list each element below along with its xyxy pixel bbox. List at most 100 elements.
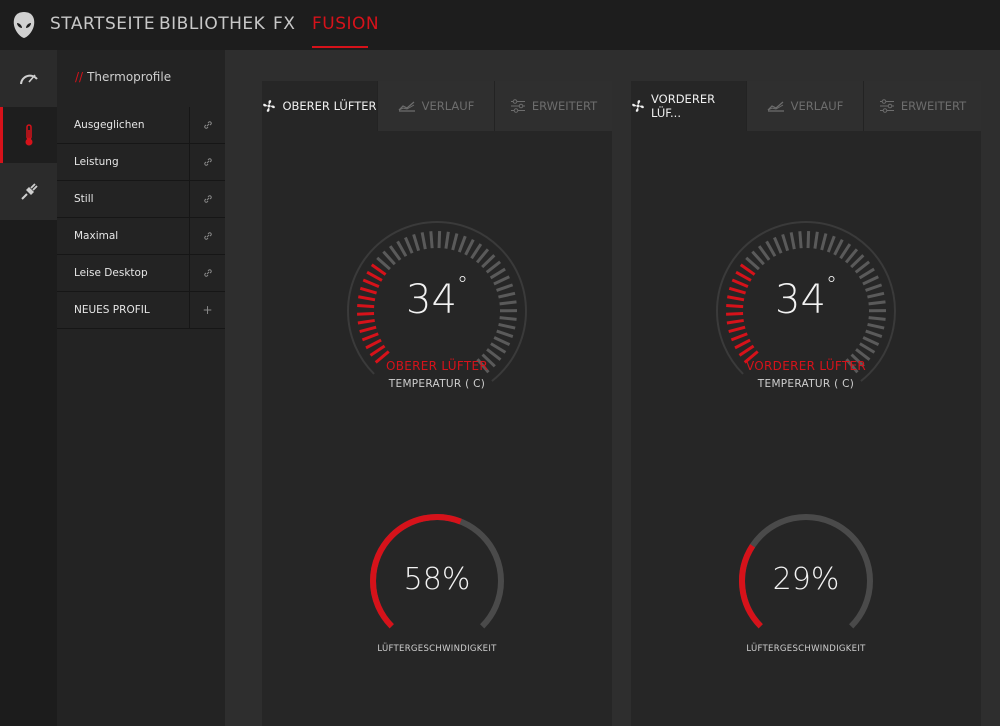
tab-label: ERWEITERT xyxy=(900,99,967,113)
gauge-tick xyxy=(735,270,752,282)
gauge-tick xyxy=(855,348,871,361)
profile-row-maximal[interactable]: Maximal xyxy=(57,218,225,255)
gauge-tick xyxy=(451,233,459,251)
gauge-tick xyxy=(867,322,885,330)
gauge-tick xyxy=(868,316,886,321)
icon-rail-empty-area xyxy=(0,220,57,726)
gauge-tick xyxy=(730,332,748,342)
profiles-header: //Thermoprofile xyxy=(75,70,171,84)
nav-startseite[interactable]: STARTSEITE xyxy=(50,14,156,34)
profile-row-ausgeglichen[interactable]: Ausgeglichen xyxy=(57,107,228,144)
gauge-tick xyxy=(370,263,387,276)
tab-verlauf[interactable]: VERLAUF xyxy=(378,81,495,131)
gauge-tick xyxy=(781,234,790,252)
link-icon xyxy=(203,121,212,129)
gauge-tick xyxy=(844,248,859,264)
profile-link-button[interactable] xyxy=(189,107,228,143)
gauge-tick xyxy=(789,232,796,250)
gauge-tick xyxy=(739,263,756,276)
gauge-tick xyxy=(773,236,783,254)
add-profile-button[interactable]: + xyxy=(189,292,225,328)
gauge-tick xyxy=(728,325,746,333)
gauge-tick xyxy=(396,240,408,257)
tab-verlauf[interactable]: VERLAUF xyxy=(747,81,864,131)
gauge-tick xyxy=(388,245,402,261)
link-icon xyxy=(203,232,212,240)
new-profile-row[interactable]: NEUES PROFIL + xyxy=(57,292,225,329)
fan-speed-label: LÜFTERGESCHWINDIGKEIT xyxy=(746,644,866,654)
rail-power-button[interactable] xyxy=(0,163,57,219)
tab-label: VERLAUF xyxy=(421,99,475,113)
profile-label: Leistung xyxy=(74,156,119,168)
gauge-tick xyxy=(728,286,747,295)
temperature-value: 34° xyxy=(337,273,537,323)
profile-link-button[interactable] xyxy=(189,144,225,180)
gauge-tick xyxy=(734,338,751,350)
gauge-tick xyxy=(498,291,516,299)
degree-symbol: ° xyxy=(456,273,468,298)
gauge-tick xyxy=(366,270,383,282)
link-icon xyxy=(203,269,212,277)
tab-fan-vorderer[interactable]: VORDERER LÜF... xyxy=(631,81,747,131)
profile-link-button[interactable] xyxy=(189,218,225,254)
profiles-title: Thermoprofile xyxy=(87,70,172,84)
gauge-tick xyxy=(361,332,379,342)
gauge-tick xyxy=(738,344,755,357)
temperature-unit-label: TEMPERATUR ( C) xyxy=(388,378,486,390)
gauge-tick xyxy=(496,329,514,338)
gauge-tick xyxy=(820,233,828,251)
temperature-sensor-name: VORDERER LÜFTER xyxy=(746,359,866,373)
gauge-tick xyxy=(404,236,414,254)
temperature-number: 34 xyxy=(775,277,826,323)
gauge-tick xyxy=(481,353,496,368)
nav-fusion[interactable]: FUSION xyxy=(312,14,380,34)
fan-speed-label: LÜFTERGESCHWINDIGKEIT xyxy=(377,644,497,654)
profile-row-still[interactable]: Still xyxy=(57,181,225,218)
profile-row-leistung[interactable]: Leistung xyxy=(57,144,225,181)
gauge-tick xyxy=(726,318,744,325)
tab-fan-oberer[interactable]: OBERER LÜFTER xyxy=(262,81,378,131)
tab-label: ERWEITERT xyxy=(531,99,598,113)
gauge-tick xyxy=(493,275,510,286)
rail-performance-button[interactable] xyxy=(0,50,57,106)
gauge-tick xyxy=(493,336,511,347)
power-plug-icon xyxy=(20,183,38,200)
gauge-tick xyxy=(868,300,886,306)
tab-erweitert[interactable]: ERWEITERT xyxy=(864,81,981,131)
gauge-tick xyxy=(470,243,483,260)
thermal-profiles-panel: //Thermoprofile Ausgeglichen Leistung St… xyxy=(57,50,228,726)
profile-link-button[interactable] xyxy=(189,181,225,217)
nav-bibliothek[interactable]: BIBLIOTHEK xyxy=(159,14,266,34)
gauge-tick xyxy=(464,239,475,256)
gauge-tick xyxy=(731,278,749,288)
gauge-tick xyxy=(376,256,391,271)
rail-thermal-button[interactable] xyxy=(0,107,57,163)
profile-label: Still xyxy=(74,193,94,205)
temperature-sensor-name: OBERER LÜFTER xyxy=(385,359,489,373)
alienware-logo-icon[interactable] xyxy=(10,10,38,40)
gauge-outer-ring xyxy=(347,221,527,401)
tab-erweitert[interactable]: ERWEITERT xyxy=(495,81,612,131)
profile-link-button[interactable] xyxy=(189,255,225,291)
degree-symbol: ° xyxy=(825,273,837,298)
gauge-tick xyxy=(369,344,386,357)
gauge-tick xyxy=(481,254,496,269)
chart-icon xyxy=(767,101,784,112)
profile-row-leise-desktop[interactable]: Leise Desktop xyxy=(57,255,225,292)
gauge-tick xyxy=(499,300,517,306)
fan-speed-value: 29% xyxy=(772,562,840,597)
gauge-tick xyxy=(813,231,819,249)
gauge-tick xyxy=(420,232,427,250)
nav-fx[interactable]: FX xyxy=(273,14,296,34)
gauge-tick xyxy=(358,295,376,302)
gauge-tick xyxy=(476,358,490,374)
nav-active-underline xyxy=(312,46,368,48)
gauge-tick xyxy=(382,250,396,266)
chart-icon xyxy=(398,101,415,112)
ring-fill xyxy=(369,514,504,648)
gauge-tick xyxy=(365,338,382,350)
gauge-tick xyxy=(806,230,811,249)
gauge-tick xyxy=(475,248,490,264)
gauge-tick xyxy=(798,231,803,249)
thermometer-icon xyxy=(25,124,32,146)
